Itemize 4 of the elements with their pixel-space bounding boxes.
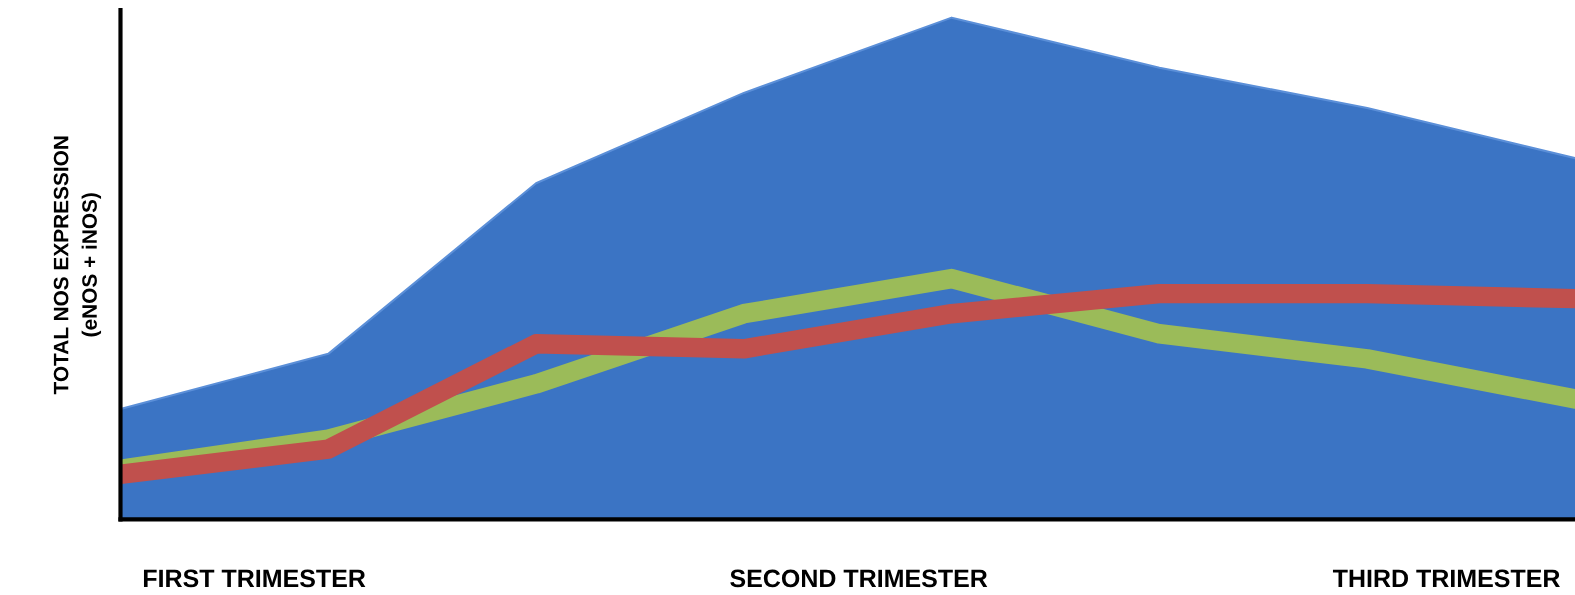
text: FIRST TRIMESTER	[143, 569, 366, 588]
text: SECOND TRIMESTER	[730, 569, 988, 588]
text: THIRD TRIMESTER	[1332, 569, 1560, 588]
y-axis-title: TOTAL NOS EXPRESSION (eNOS + iNOS)	[53, 136, 102, 395]
